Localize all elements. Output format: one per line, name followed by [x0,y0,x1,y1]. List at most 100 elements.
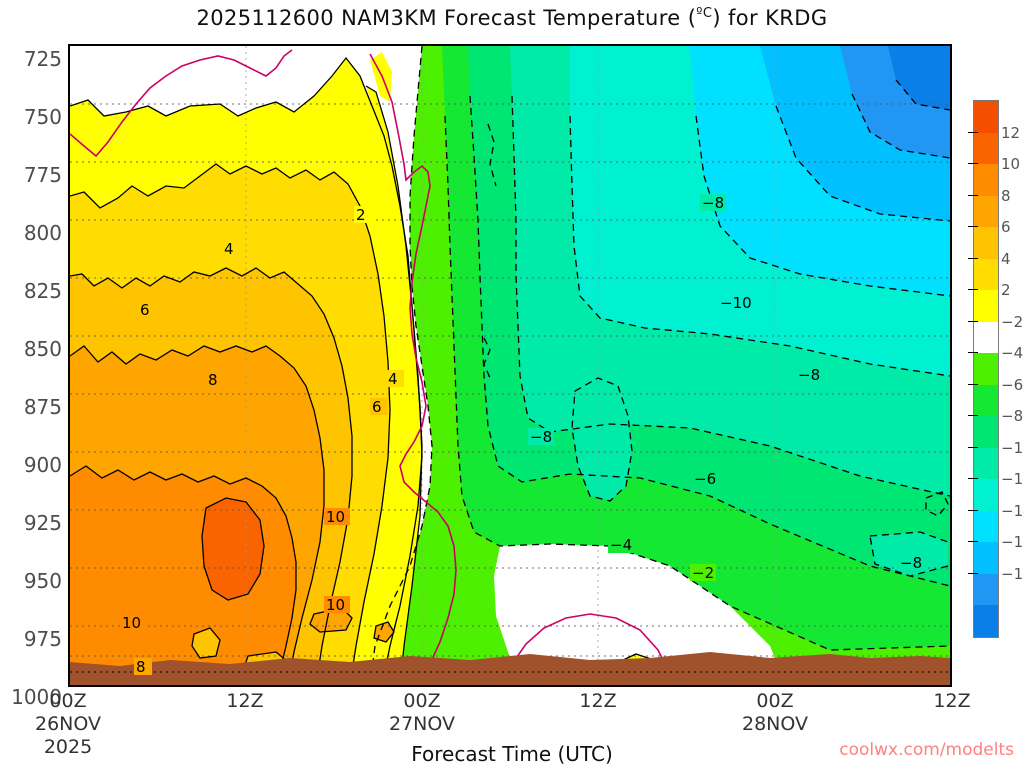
contour-label-neg8c: −8 [798,366,820,384]
contour-label-neg6: −6 [694,470,716,488]
contour-label-6a: 6 [140,301,150,319]
colorbar-tickmark--6 [968,383,978,385]
colorbar-band-14+ [974,101,998,133]
colorbar-tick--18: −18 [1001,564,1024,583]
colorbar-band-0 [974,321,998,354]
plot-area: 2 4 4 6 6 8 8 10 10 [68,44,952,687]
contour-label-neg2: −2 [692,564,714,582]
x-axis-tick-5: 12Z [892,690,1012,712]
colorbar-tickmark--10 [968,446,978,448]
watermark-link[interactable]: coolwx.com/modelts [839,740,1014,760]
colorbar-band-8 [974,195,998,228]
x-axis-tick-4: 00Z 28NOV [715,690,835,735]
colorbar-tickmark-8 [968,194,978,196]
x-axis-tick-2: 00Z 27NOV [362,690,482,735]
x-axis-tick-3: 12Z [538,690,658,712]
colorbar-tickmark--12 [968,478,978,480]
y-axis: 725 750 775 800 825 850 875 900 925 950 975 1000 [0,44,62,709]
y-axis-tick-800: 800 [23,221,62,245]
y-axis-tick-725: 725 [23,47,62,71]
y-axis-tick-1000: 1000 [11,685,62,709]
colorbar-band-4 [974,258,998,291]
y-axis-tick-925: 925 [23,511,62,535]
contour-label-neg10: −10 [720,294,752,312]
contour-label-4a: 4 [224,240,234,258]
colorbar-ticks: 12 10 8 6 4 2 −2 −4 −6 −8 −10 −12 −14 −16 −18 [968,100,1024,638]
x-tick-time: 12Z [933,690,971,712]
colorbar [973,100,999,638]
x-axis-title: Forecast Time (UTC) [411,742,613,766]
colorbar-band-6 [974,227,998,259]
colorbar-tickmark-12 [968,131,978,133]
contour-label-2: 2 [356,206,366,224]
x-axis-tick-0: 00Z 26NOV 2025 [8,690,128,758]
contour-label-10a: 10 [326,508,345,526]
colorbar-band--8 [974,447,998,480]
contour-label-neg8b: −8 [530,428,552,446]
colorbar-tickmark--8 [968,415,978,417]
x-axis: 00Z 26NOV 2025 12Z 00Z 27NOV 12Z 00Z 28NOV 12Z [35,690,971,760]
colorbar-band--6 [974,416,998,448]
y-axis-tick-975: 975 [23,627,62,651]
colorbar-band-10 [974,164,998,196]
colorbar-tick-2: 2 [1001,281,1011,300]
colorbar-band-12 [974,132,998,165]
colorbar-tick--12: −12 [1001,470,1024,489]
x-tick-date: 26NOV [34,713,101,735]
colorbar-band--2 [974,353,998,385]
y-axis-tick-900: 900 [23,453,62,477]
x-tick-time: 00Z [49,690,87,712]
x-tick-time: 12Z [226,690,264,712]
x-tick-year: 2025 [43,736,93,758]
colorbar-tick--10: −10 [1001,438,1024,457]
x-axis-tick-1: 12Z [185,690,305,712]
colorbar-tickmark-6 [968,226,978,228]
contour-label-10c: 10 [122,614,141,632]
y-axis-tick-825: 825 [23,279,62,303]
contour-label-neg4: −4 [610,536,632,554]
y-axis-tick-750: 750 [23,105,62,129]
degree-celsius-symbol: ºC [696,6,713,21]
colorbar-band--14 [974,542,998,574]
colorbar-tickmark-10 [968,163,978,165]
colorbar-tickmark--16 [968,541,978,543]
colorbar-tickmark-2 [968,289,978,291]
colorbar-tick--16: −16 [1001,533,1024,552]
colorbar-band--4 [974,384,998,417]
contour-label-10b: 10 [326,596,345,614]
y-axis-tick-775: 775 [23,163,62,187]
title-text-before: 2025112600 NAM3KM Forecast Temperature ( [196,6,697,30]
colorbar-tick--8: −8 [1001,407,1024,426]
colorbar-tick--4: −4 [1001,344,1024,363]
colorbar-tick-12: 12 [1001,123,1021,142]
colorbar-tick-6: 6 [1001,218,1011,237]
contour-label-8a: 8 [208,371,218,389]
colorbar-tickmark--14 [968,509,978,511]
colorbar-band--16 [974,573,998,606]
contour-label-8b: 8 [136,658,146,676]
colorbar-band--18 [974,605,998,637]
x-tick-date: 27NOV [388,713,455,735]
x-tick-time: 00Z [403,690,441,712]
colorbar-tick-4: 4 [1001,249,1011,268]
colorbar-tick-10: 10 [1001,155,1021,174]
colorbar-band--12 [974,510,998,543]
colorbar-tick--14: −14 [1001,501,1024,520]
colorbar-tickmark--2 [968,320,978,322]
contour-label-4b: 4 [388,370,398,388]
colorbar-tickmark--4 [968,352,978,354]
contour-label-neg8a: −8 [702,194,724,212]
colorbar-tickmark-4 [968,257,978,259]
x-tick-date: 28NOV [741,713,808,735]
colorbar-tick-8: 8 [1001,186,1011,205]
y-axis-tick-875: 875 [23,395,62,419]
colorbar-band--10 [974,479,998,511]
y-axis-tick-950: 950 [23,569,62,593]
y-axis-tick-850: 850 [23,337,62,361]
temperature-cross-section: 2 4 4 6 6 8 8 10 10 [70,46,950,685]
colorbar-tickmark--18 [968,572,978,574]
contour-label-6b: 6 [372,398,382,416]
x-tick-time: 00Z [756,690,794,712]
colorbar-tick--6: −6 [1001,375,1024,394]
